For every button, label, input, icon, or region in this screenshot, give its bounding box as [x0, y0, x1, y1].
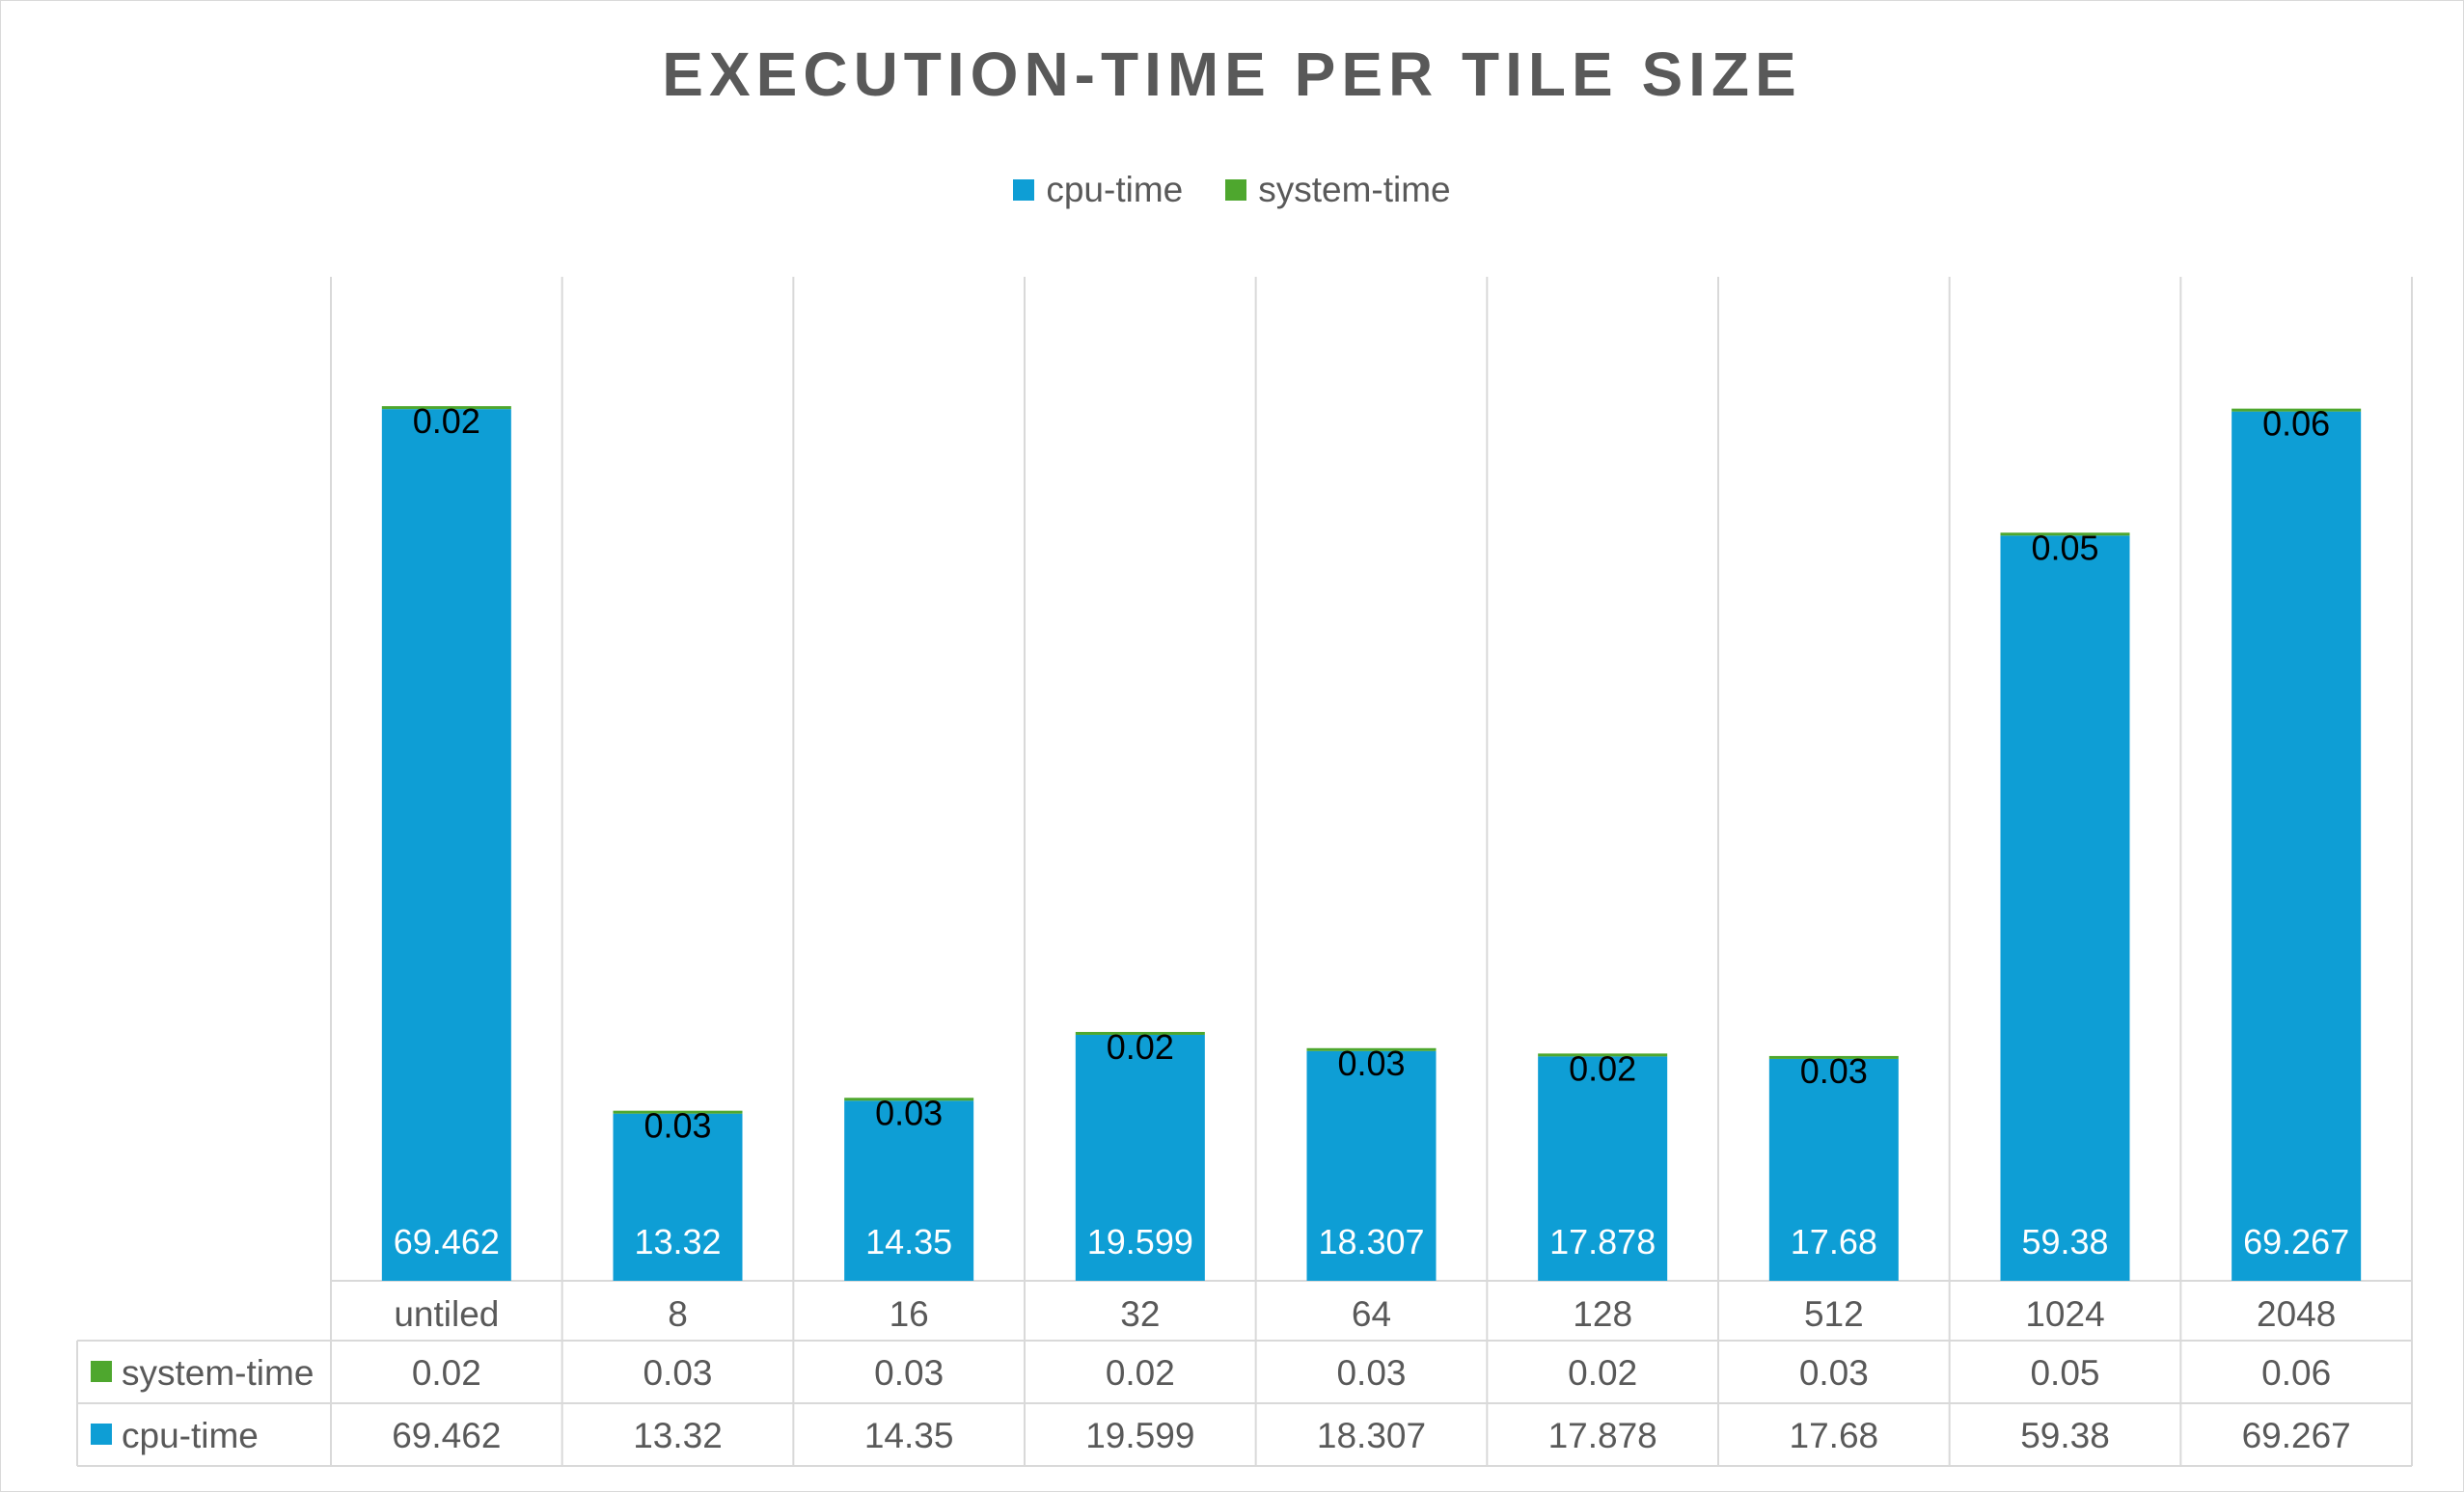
bar-system-time — [613, 1110, 743, 1114]
data-label-cpu-time: 59.38 — [2021, 1222, 2108, 1261]
bar-system-time — [844, 1098, 974, 1101]
table-cell-cpu-time: 69.267 — [2242, 1416, 2351, 1455]
bar-cpu-time — [1306, 1050, 1437, 1281]
bar-cpu-time — [1538, 1056, 1668, 1281]
bar-system-time — [2000, 532, 2130, 536]
data-label-cpu-time: 14.35 — [865, 1222, 952, 1261]
table-cell-cpu-time: 13.32 — [633, 1416, 723, 1455]
table-cell-cpu-time: 17.878 — [1548, 1416, 1657, 1455]
category-label: 8 — [668, 1294, 688, 1334]
table-key-cpu-time — [91, 1424, 112, 1445]
bar-system-time — [381, 406, 511, 410]
data-label-system-time: 0.03 — [875, 1093, 943, 1132]
data-label-system-time: 0.03 — [643, 1106, 711, 1146]
bar-cpu-time — [1075, 1034, 1205, 1281]
table-cell-system-time: 0.03 — [874, 1353, 944, 1393]
bar-system-time — [1306, 1047, 1437, 1051]
legend-label-system-time: system-time — [1258, 170, 1451, 209]
chart-title: EXECUTION-TIME PER TILE SIZE — [662, 40, 1802, 109]
table-cell-system-time: 0.02 — [1568, 1353, 1637, 1393]
category-label: 2048 — [2257, 1294, 2336, 1334]
table-cell-cpu-time: 59.38 — [2020, 1416, 2110, 1455]
table-cell-system-time: 0.03 — [1799, 1353, 1869, 1393]
category-label: 32 — [1120, 1294, 1160, 1334]
legend: cpu-time system-time — [0, 170, 2464, 210]
table-cell-cpu-time: 14.35 — [864, 1416, 954, 1455]
category-label: 512 — [1804, 1294, 1864, 1334]
bar-cpu-time — [381, 409, 511, 1281]
table-cell-cpu-time: 18.307 — [1317, 1416, 1426, 1455]
category-label: untiled — [394, 1294, 499, 1334]
data-label-cpu-time: 17.878 — [1549, 1222, 1656, 1261]
data-label-system-time: 0.03 — [1337, 1044, 1405, 1083]
table-cell-system-time: 0.05 — [2030, 1353, 2099, 1393]
legend-swatch-cpu-time — [1013, 179, 1035, 201]
legend-swatch-system-time — [1225, 179, 1247, 201]
table-cell-cpu-time: 19.599 — [1085, 1416, 1194, 1455]
bar-cpu-time — [1768, 1058, 1899, 1281]
data-label-system-time: 0.02 — [1107, 1027, 1174, 1067]
bar-system-time — [1538, 1053, 1668, 1057]
bar-cpu-time — [2000, 535, 2130, 1281]
table-key-system-time — [91, 1361, 112, 1382]
table-cell-cpu-time: 69.462 — [392, 1416, 501, 1455]
data-label-system-time: 0.03 — [1800, 1051, 1868, 1091]
table-cell-system-time: 0.03 — [1336, 1353, 1406, 1393]
legend-label-cpu-time: cpu-time — [1046, 170, 1184, 209]
bar-cpu-time — [613, 1113, 743, 1281]
data-label-system-time: 0.02 — [413, 401, 480, 441]
table-cell-system-time: 0.02 — [412, 1353, 481, 1393]
bar-system-time — [2231, 408, 2362, 412]
legend-item-system-time: system-time — [1225, 170, 1451, 210]
bar-system-time — [1075, 1031, 1205, 1035]
table-cell-cpu-time: 17.68 — [1790, 1416, 1879, 1455]
legend-item-cpu-time: cpu-time — [1013, 170, 1183, 210]
table-cell-system-time: 0.02 — [1106, 1353, 1175, 1393]
data-label-system-time: 0.02 — [1569, 1048, 1636, 1088]
data-label-cpu-time: 18.307 — [1318, 1222, 1424, 1261]
data-label-cpu-time: 19.599 — [1087, 1222, 1193, 1261]
data-label-cpu-time: 69.267 — [2243, 1222, 2349, 1261]
data-label-cpu-time: 17.68 — [1791, 1222, 1877, 1261]
category-label: 1024 — [2025, 1294, 2104, 1334]
table-cell-system-time: 0.03 — [643, 1353, 712, 1393]
bar-cpu-time — [2231, 411, 2362, 1281]
bar-cpu-time — [844, 1100, 974, 1281]
data-label-cpu-time: 69.462 — [394, 1222, 500, 1261]
bar-system-time — [1768, 1055, 1899, 1059]
data-label-cpu-time: 13.32 — [634, 1222, 721, 1261]
table-row-header-system-time: system-time — [122, 1353, 314, 1393]
category-label: 16 — [890, 1294, 929, 1334]
data-label-system-time: 0.06 — [2262, 404, 2330, 444]
table-row-header-cpu-time: cpu-time — [122, 1416, 259, 1455]
category-label: 128 — [1573, 1294, 1632, 1334]
category-label: 64 — [1352, 1294, 1391, 1334]
data-label-system-time: 0.05 — [2031, 528, 2098, 567]
table-cell-system-time: 0.06 — [2261, 1353, 2331, 1393]
